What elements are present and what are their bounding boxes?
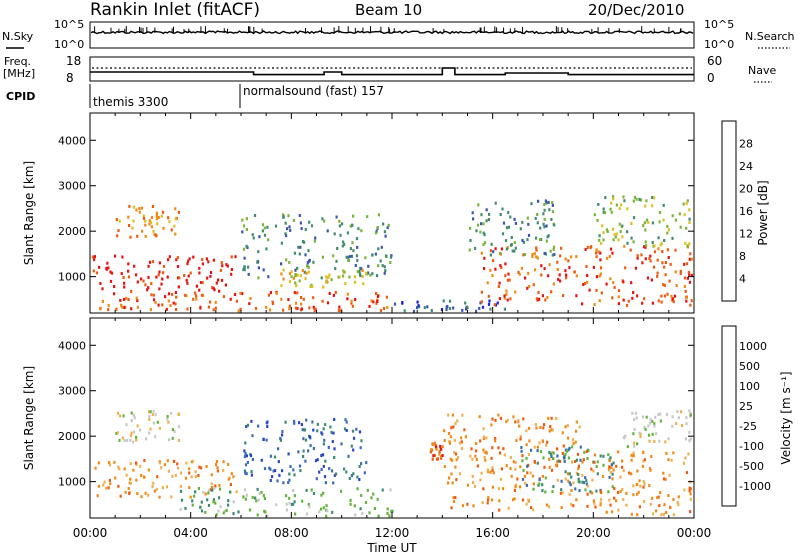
velocity-cluster <box>115 409 181 444</box>
nsearch-tick-top: 10^5 <box>704 18 734 31</box>
date-title: 20/Dec/2010 <box>588 1 684 19</box>
velocity-cluster <box>443 413 581 512</box>
power-ytick-label: 3000 <box>58 180 86 193</box>
velocity-colorbar-tick: -1000 <box>739 480 771 493</box>
power-colorbar-tick: 24 <box>739 160 753 173</box>
time-axis-label: Time UT <box>366 541 417 554</box>
velocity-cluster <box>520 445 615 494</box>
time-tick-label: 20:00 <box>576 526 611 540</box>
velocity-colorbar-tick: -500 <box>739 460 764 473</box>
cpid-segment-0: themis 3300 <box>93 95 168 109</box>
power-cluster <box>468 199 556 257</box>
nave-label: Nave <box>748 64 776 77</box>
nave-tick-top: 60 <box>707 54 722 68</box>
time-tick-label: 00:00 <box>677 526 712 540</box>
power-colorbar-frame <box>721 120 737 302</box>
velocity-cluster <box>94 459 238 499</box>
time-tick-label: 16:00 <box>475 526 510 540</box>
velocity-ytick-label: 2000 <box>58 430 86 443</box>
power-cluster <box>115 204 180 239</box>
power-cluster <box>480 244 693 307</box>
power-colorbar-tick: 16 <box>739 205 753 218</box>
power-colorbar: 4 8 12 16 20 24 28 <box>721 120 753 302</box>
velocity-colorbar-tick: 1000 <box>739 340 767 353</box>
power-ylabel: Slant Range [km] <box>22 161 36 265</box>
cpid-label: CPID <box>6 90 35 103</box>
nsky-trace <box>90 30 694 35</box>
power-cluster <box>91 254 237 296</box>
freq-trace <box>90 67 694 76</box>
velocity-axes: 1000 2000 3000 4000 <box>58 318 695 518</box>
velocity-colorbar-tick: 100 <box>739 380 760 393</box>
velocity-ytick-label: 4000 <box>58 339 86 352</box>
power-cluster <box>229 290 389 313</box>
nsky-label: N.Sky <box>2 30 34 43</box>
station-title: Rankin Inlet (fitACF) <box>90 0 260 20</box>
velocity-ytick-label: 1000 <box>58 476 86 489</box>
velocity-colorbar: 1000 500 100 25 -25 -100 -500 -1000 <box>721 325 771 507</box>
velocity-cluster <box>429 441 444 461</box>
time-tick-label: 00:00 <box>73 526 108 540</box>
time-axis-ticks: 00:00 04:00 08:00 12:00 16:00 20:00 00:00 <box>73 526 712 540</box>
power-colorbar-tick: 28 <box>739 138 753 151</box>
velocity-colorbar-label: Velocity [m s⁻¹] <box>779 371 793 464</box>
nsearch-tick-bottom: 10^0 <box>704 38 734 51</box>
velocity-ylabel: Slant Range [km] <box>22 366 36 470</box>
nsky-tick-top: 10^5 <box>54 18 84 31</box>
power-axes: 1000 2000 3000 4000 <box>58 113 695 313</box>
velocity-cluster <box>179 486 394 518</box>
power-cluster <box>241 213 393 280</box>
power-colorbar-tick: 12 <box>739 228 753 241</box>
time-tick-label: 08:00 <box>274 526 309 540</box>
power-cluster <box>593 195 691 248</box>
power-ytick-label: 1000 <box>58 271 86 284</box>
velocity-colorbar-tick: 500 <box>739 360 760 373</box>
freq-tick-bottom: 8 <box>66 71 74 85</box>
power-colorbar-tick: 4 <box>739 273 746 286</box>
velocity-colorbar-tick: -25 <box>739 420 757 433</box>
velocity-cluster <box>581 450 693 517</box>
cpid-segment-1: normalsound (fast) 157 <box>243 84 384 98</box>
freq-panel <box>89 56 695 82</box>
nsky-tick-bottom: 10^0 <box>54 38 84 51</box>
time-tick-label: 04:00 <box>173 526 208 540</box>
freq-tick-top: 18 <box>66 54 81 68</box>
velocity-colorbar-frame <box>721 325 737 507</box>
power-cluster <box>393 299 506 313</box>
velocity-data-layer <box>94 409 693 518</box>
power-ytick-label: 2000 <box>58 225 86 238</box>
nsearch-label: N.Search <box>745 30 795 43</box>
power-colorbar-tick: 20 <box>739 183 753 196</box>
power-data-layer <box>91 195 693 313</box>
velocity-colorbar-tick: 25 <box>739 400 753 413</box>
power-cluster <box>99 292 225 312</box>
power-colorbar-tick: 8 <box>739 250 746 263</box>
power-colorbar-label: Power [dB] <box>756 180 770 245</box>
nave-tick-bottom: 0 <box>707 71 715 85</box>
time-tick-label: 12:00 <box>375 526 410 540</box>
beam-title: Beam 10 <box>355 1 422 19</box>
velocity-colorbar-tick: -100 <box>739 440 764 453</box>
velocity-cluster <box>622 409 692 449</box>
power-ytick-label: 4000 <box>58 134 86 147</box>
nsky-spikes <box>94 26 682 33</box>
velocity-cluster <box>243 418 368 485</box>
velocity-ytick-label: 3000 <box>58 385 86 398</box>
nsky-panel <box>89 21 695 49</box>
freq-label: Freq. <box>4 55 31 68</box>
power-cluster <box>280 268 368 289</box>
freq-unit-label: [MHz] <box>3 67 35 80</box>
